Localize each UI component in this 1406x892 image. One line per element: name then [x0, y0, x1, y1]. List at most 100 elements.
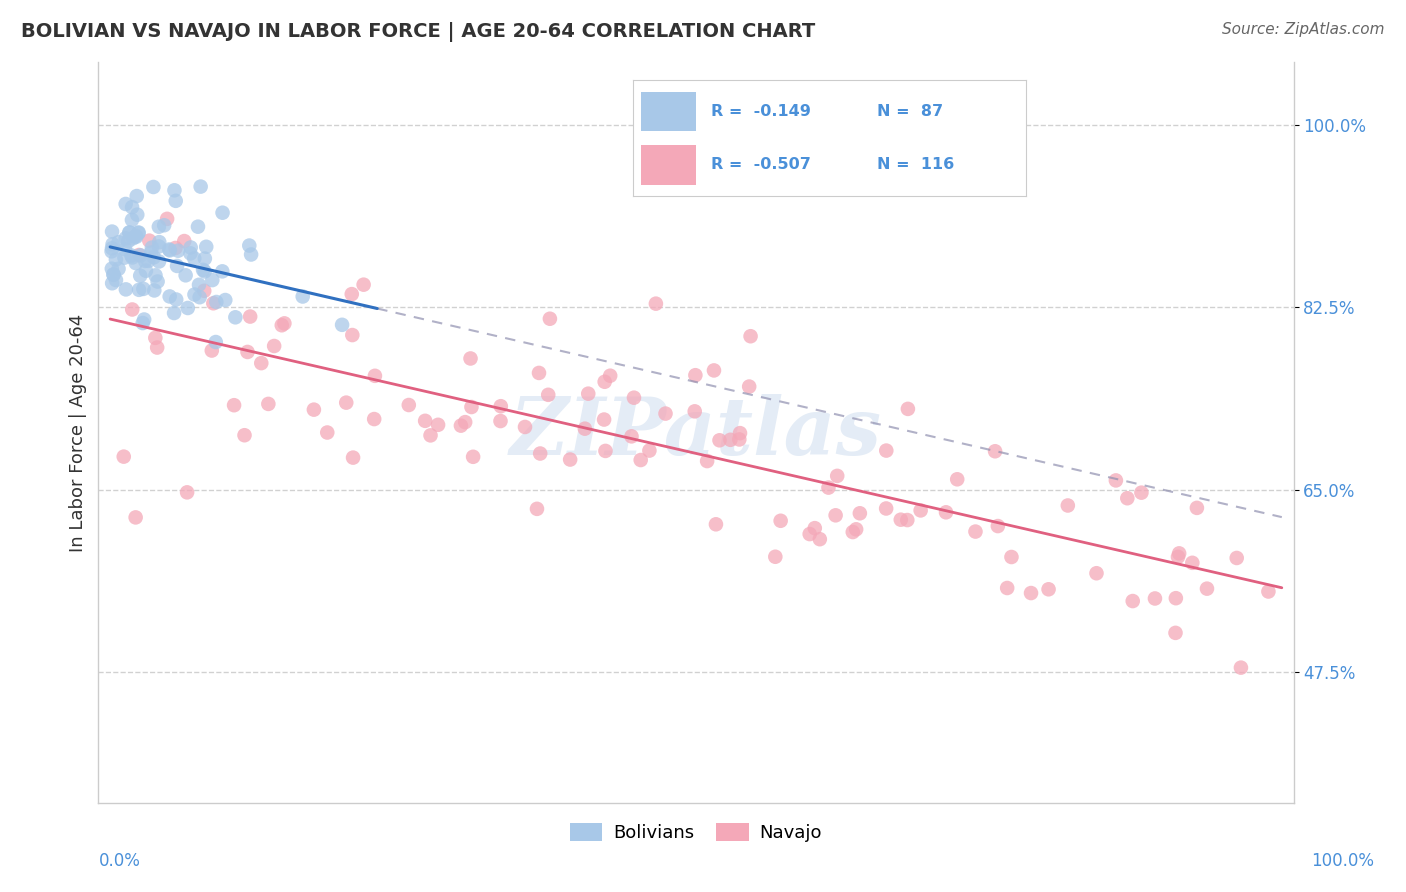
Point [103, 268, 125, 282]
Point [623, 391, 645, 405]
Point [263, 339, 285, 353]
Point [101, 277, 124, 291]
Point [159, 244, 181, 258]
Point [1143, 591, 1166, 606]
Point [910, 503, 932, 517]
Point [125, 230, 148, 244]
Point [204, 334, 226, 349]
Point [139, 245, 162, 260]
Point [335, 395, 357, 409]
Point [342, 328, 364, 343]
Point [644, 296, 666, 310]
Point [146, 341, 169, 355]
Point [107, 261, 129, 276]
Point [1130, 485, 1153, 500]
Point [194, 252, 217, 266]
Point [460, 400, 482, 414]
Point [121, 251, 143, 265]
Point [824, 508, 846, 523]
Point [849, 506, 872, 520]
Point [593, 412, 616, 426]
Point [191, 263, 214, 277]
Point [1195, 582, 1218, 596]
Point [537, 388, 560, 402]
Point [148, 254, 170, 268]
Text: R =  -0.149: R = -0.149 [711, 104, 811, 120]
Point [114, 197, 136, 211]
Point [1185, 500, 1208, 515]
Point [799, 527, 821, 541]
Point [984, 444, 1007, 458]
Point [825, 468, 848, 483]
Point [1116, 491, 1139, 506]
Point [165, 194, 187, 208]
Point [128, 283, 150, 297]
Point [121, 231, 143, 245]
Point [188, 277, 211, 292]
Point [138, 234, 160, 248]
Point [104, 252, 127, 267]
Point [121, 200, 143, 214]
Point [101, 237, 124, 252]
Point [128, 226, 150, 240]
Point [159, 289, 181, 303]
Point [166, 259, 188, 273]
Point [450, 418, 472, 433]
Text: N =  116: N = 116 [877, 157, 955, 172]
Point [808, 532, 831, 546]
Point [167, 244, 190, 258]
Legend: Bolivians, Navajo: Bolivians, Navajo [562, 815, 830, 849]
Point [593, 375, 616, 389]
Point [270, 318, 292, 333]
Text: BOLIVIAN VS NAVAJO IN LABOR FORCE | AGE 20-64 CORRELATION CHART: BOLIVIAN VS NAVAJO IN LABOR FORCE | AGE … [21, 22, 815, 42]
Point [738, 379, 761, 393]
Point [143, 331, 166, 345]
Text: 100.0%: 100.0% [1312, 852, 1374, 870]
Point [935, 505, 957, 519]
Point [236, 345, 259, 359]
Point [233, 428, 256, 442]
Point [134, 254, 156, 268]
Point [595, 444, 617, 458]
Point [946, 472, 969, 486]
Point [115, 282, 138, 296]
Point [132, 282, 155, 296]
Point [224, 310, 246, 325]
Point [190, 179, 212, 194]
Point [1164, 591, 1187, 606]
Point [630, 453, 652, 467]
Point [120, 248, 142, 262]
Point [1000, 549, 1022, 564]
Point [129, 268, 152, 283]
Point [114, 231, 136, 245]
Point [195, 240, 218, 254]
Point [134, 312, 156, 326]
Point [148, 235, 170, 249]
Point [804, 521, 827, 535]
Point [1167, 549, 1189, 564]
Point [842, 524, 865, 539]
Point [529, 446, 551, 460]
Point [257, 397, 280, 411]
Point [1122, 594, 1144, 608]
Point [101, 225, 124, 239]
Point [704, 517, 727, 532]
Point [875, 501, 897, 516]
Point [163, 306, 186, 320]
Point [240, 247, 263, 261]
Text: R =  -0.507: R = -0.507 [711, 157, 811, 172]
Text: ZIPatlas: ZIPatlas [510, 394, 882, 471]
Point [1168, 546, 1191, 560]
Point [728, 426, 751, 441]
Point [620, 429, 643, 443]
Point [101, 241, 124, 255]
Point [363, 412, 385, 426]
Point [157, 243, 180, 257]
Point [683, 404, 706, 418]
Point [638, 443, 661, 458]
Point [696, 454, 718, 468]
Point [709, 434, 731, 448]
Point [1038, 582, 1060, 597]
Point [183, 252, 205, 266]
Point [489, 414, 512, 428]
